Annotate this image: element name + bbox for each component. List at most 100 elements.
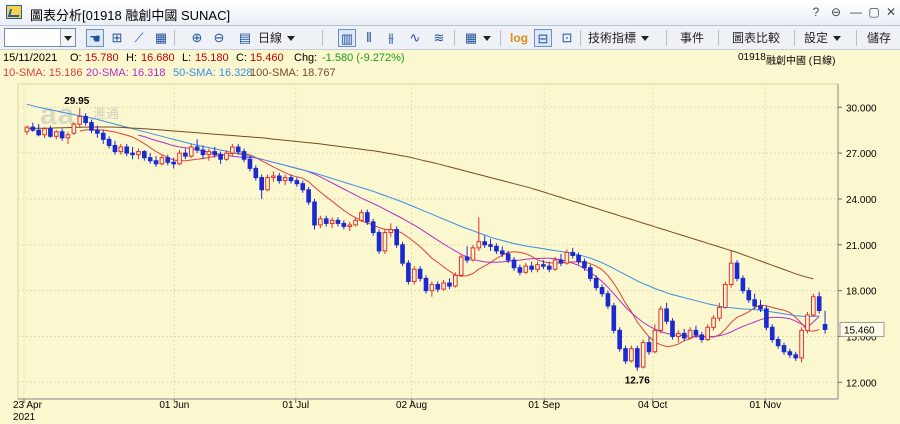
candle-down	[816, 296, 822, 311]
candle-up	[136, 151, 141, 156]
candlestick-icon[interactable]: ▥	[338, 29, 356, 47]
candle-down	[218, 154, 223, 160]
draw-line-icon[interactable]: ⟋	[134, 30, 144, 45]
candle-up	[24, 126, 30, 133]
candle-down	[141, 151, 147, 159]
candle-down	[335, 219, 341, 224]
zoom-out-icon[interactable]: ⊖	[213, 30, 225, 45]
y-tick-label: 18.000	[846, 287, 877, 298]
title-bar: 圖表分析[01918 融創中國 SUNAC] ? ⊖ — ▢ ✕	[0, 0, 900, 26]
candle-down	[623, 348, 628, 362]
y-tick-label: 12.000	[846, 378, 877, 389]
candle-up	[687, 329, 693, 339]
chart-toolbar: ☚ ⊞ ⟋ ▦ ⊕ ⊖ ▤ 日線 ▥ ⫴ ⫵ ∿ ≋ ▦ log ⊟ ⊡ 技術指…	[0, 26, 900, 50]
export-icon[interactable]: ⊡	[561, 30, 573, 45]
crosshair-icon[interactable]: ⊞	[111, 30, 123, 45]
line-chart-icon[interactable]: ∿	[409, 30, 421, 45]
last-price-tag	[839, 321, 885, 337]
period-label: 日線	[258, 31, 283, 45]
period-dropdown[interactable]: 日線	[254, 29, 299, 47]
grid-dropdown[interactable]	[478, 29, 491, 47]
candle-down	[447, 282, 452, 287]
toolbar-divider	[174, 30, 175, 46]
candle-up	[453, 274, 458, 287]
candle-down	[793, 354, 799, 359]
settings-dropdown[interactable]: 設定	[800, 29, 845, 47]
candle-down	[570, 251, 576, 256]
candle-down	[693, 329, 699, 336]
candle-down	[194, 146, 200, 151]
minimize-button[interactable]: —	[850, 5, 862, 19]
candle-down	[153, 160, 159, 165]
save-button[interactable]: 儲存	[866, 31, 891, 45]
log-scale-toggle[interactable]: log	[510, 31, 528, 45]
ohlc-icon[interactable]: ⫵	[388, 30, 394, 45]
compare-button[interactable]: 圖表比較	[731, 31, 780, 45]
candle-down	[95, 129, 100, 134]
sma-line-10-sma	[79, 129, 820, 348]
y-tick-label: 27.000	[846, 149, 877, 160]
events-button[interactable]: 事件	[679, 31, 704, 45]
stock-code-combo[interactable]	[4, 28, 76, 47]
chevron-down-icon	[287, 36, 296, 42]
candle-up	[318, 218, 323, 226]
unlink-icon[interactable]: ⊖	[830, 5, 842, 19]
candle-down	[764, 308, 769, 328]
maximize-button[interactable]: ▢	[868, 5, 880, 19]
change-value: -1.580 (-9.272%)	[322, 52, 405, 64]
candle-up	[388, 229, 394, 234]
price-scale-icon[interactable]: ⊟	[534, 29, 552, 47]
pan-hand-icon[interactable]: ☚	[86, 29, 104, 47]
quote-date: 15/11/2021	[3, 52, 58, 64]
candle-down	[294, 180, 300, 185]
candle-down	[546, 265, 552, 270]
candle-down	[499, 250, 505, 255]
area-chart-icon[interactable]: ≋	[433, 30, 445, 45]
zoom-in-icon[interactable]: ⊕	[191, 30, 203, 45]
x-tick-label: 23 Apr	[13, 400, 43, 411]
candle-up	[711, 317, 716, 328]
chevron-down-icon	[641, 36, 650, 42]
toolbar-divider	[718, 30, 719, 46]
candle-down	[488, 244, 493, 247]
candle-down	[323, 218, 329, 224]
close-button[interactable]: ✕	[885, 5, 897, 19]
candle-up	[676, 332, 681, 337]
candle-up	[470, 247, 476, 261]
x-year-label: 2021	[13, 412, 36, 423]
candle-up	[177, 152, 182, 165]
candle-up	[799, 329, 804, 359]
candle-up	[159, 157, 165, 165]
chevron-down-icon[interactable]	[60, 29, 75, 46]
chevron-down-icon	[483, 36, 491, 42]
candle-down	[183, 152, 188, 157]
help-icon[interactable]: ?	[812, 5, 820, 19]
candle-up	[658, 308, 664, 331]
close-label: C:	[236, 52, 247, 64]
candle-up	[359, 212, 364, 221]
candle-down	[276, 175, 282, 182]
open-label: O:	[70, 52, 82, 64]
low-annotation: 12.76	[625, 376, 650, 387]
bar-chart-icon[interactable]: ⫴	[366, 30, 372, 45]
candle-up	[118, 146, 124, 153]
calendar-icon[interactable]: ▤	[238, 30, 252, 45]
toolbar-divider	[666, 30, 667, 46]
grid-icon[interactable]: ▦	[464, 30, 478, 45]
candle-up	[65, 134, 71, 139]
candle-down	[130, 152, 135, 156]
candle-down	[505, 253, 511, 261]
tech-indicator-dropdown[interactable]: 技術指標	[584, 29, 653, 47]
settings-label: 設定	[804, 31, 829, 45]
candle-down	[394, 229, 399, 246]
x-tick-label: 02 Aug	[396, 400, 427, 411]
candle-down	[740, 277, 746, 292]
grid-tool-icon[interactable]: ▦	[154, 30, 168, 45]
candle-down	[758, 305, 763, 310]
chart-app-icon	[6, 5, 22, 19]
stock-code-label: 01918	[738, 52, 766, 63]
candle-down	[752, 299, 757, 307]
candle-down	[235, 146, 241, 153]
